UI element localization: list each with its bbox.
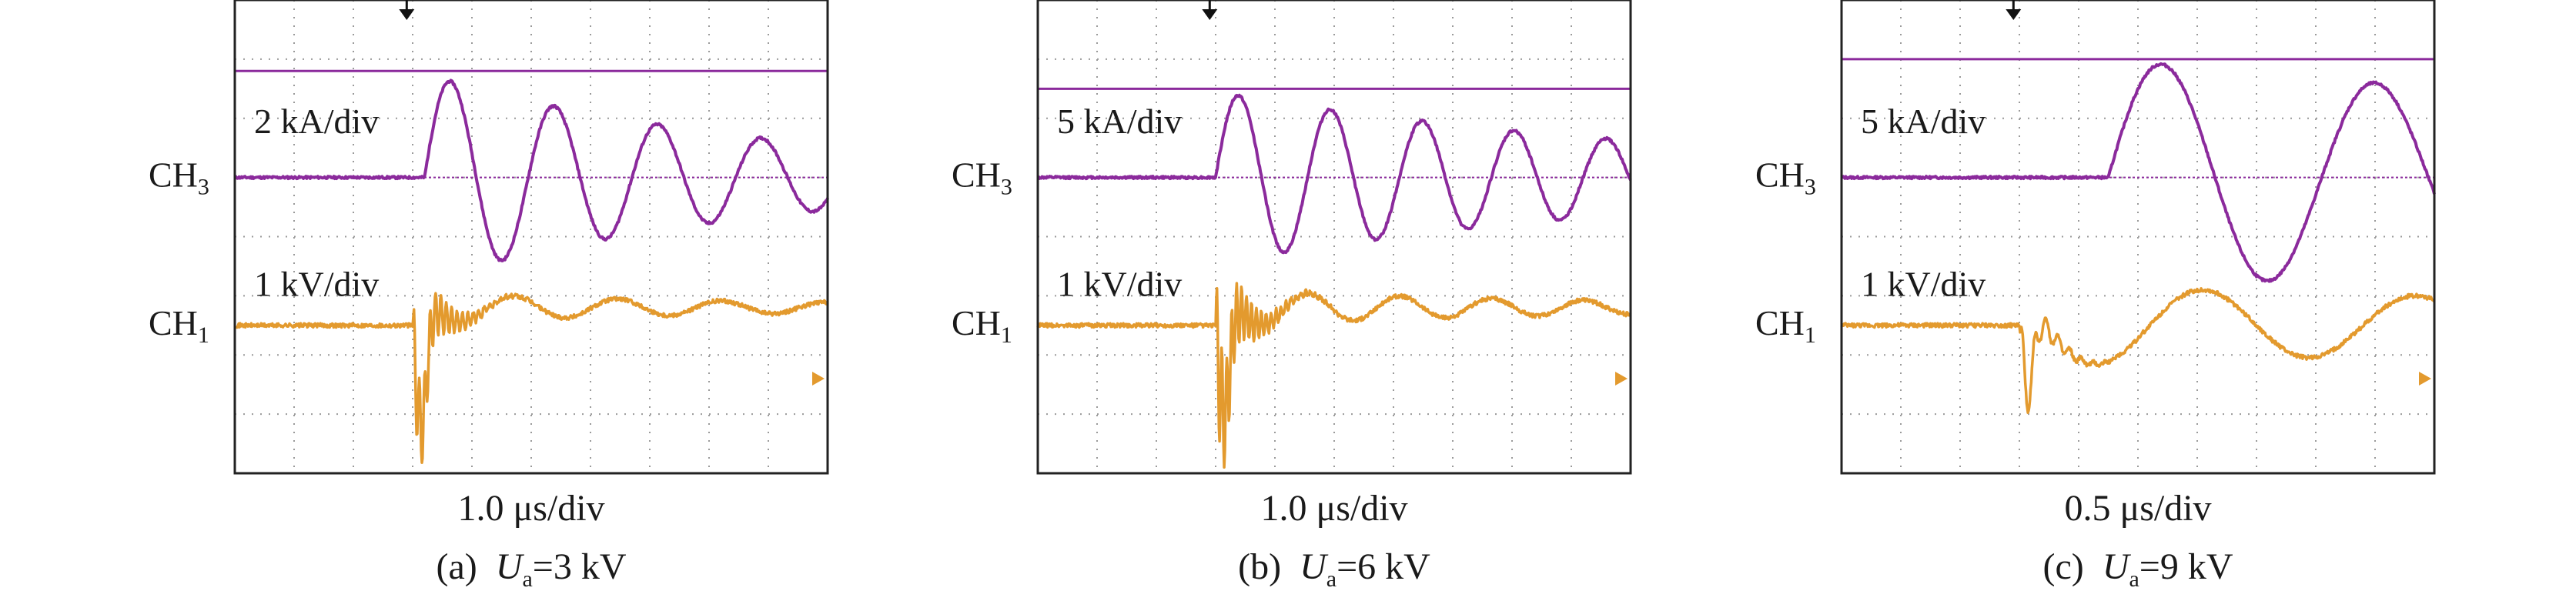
- ch1-channel-label: CH1: [149, 303, 209, 348]
- scope-frame: [233, 0, 829, 475]
- trigger-marker-icon: [1202, 9, 1218, 20]
- ch1-waveform: [1840, 287, 2436, 414]
- ch1-channel-label: CH1: [1755, 303, 1816, 348]
- ch1-channel-label: CH1: [952, 303, 1012, 348]
- ch3-waveform: [1841, 62, 2436, 283]
- ch3-channel-label: CH3: [1755, 155, 1816, 200]
- ch3-waveform: [1037, 93, 1632, 255]
- ch3-waveform: [233, 78, 829, 262]
- ch1-scale-label: 1 kV/div: [1057, 264, 1182, 303]
- ch1-ground-marker-icon: [812, 372, 825, 386]
- panel-caption: (a) Ua=3 kV: [436, 546, 626, 592]
- ch1-ground-marker-icon: [2419, 372, 2431, 386]
- trigger-marker-icon: [2006, 9, 2022, 20]
- panel-c: 5 kA/div 1 kV/div CH3 CH1 0.5 μs/div (c) Ua=9…: [1755, 0, 2436, 592]
- panel-b: 5 kA/div 1 kV/div CH3 CH1 1.0 μs/div (b) Ua=6…: [952, 0, 1632, 592]
- scope-frame: [1840, 0, 2436, 475]
- time-scale-label: 1.0 μs/div: [457, 488, 604, 529]
- time-scale-label: 1.0 μs/div: [1260, 488, 1407, 529]
- ch1-scale-label: 1 kV/div: [1861, 264, 1986, 303]
- panel-a: 2 kA/div 1 kV/div CH3 CH1 1.0 μs/div (a) Ua=3…: [149, 0, 829, 592]
- ch3-channel-label: CH3: [149, 155, 209, 200]
- ch1-scale-label: 1 kV/div: [254, 264, 379, 303]
- ch3-scale-label: 5 kA/div: [1861, 102, 1986, 141]
- panel-caption: (c) Ua=9 kV: [2042, 546, 2233, 592]
- ch1-waveform: [1036, 282, 1632, 469]
- panel-caption: (b) Ua=6 kV: [1238, 546, 1430, 592]
- trigger-marker-icon: [399, 9, 415, 20]
- scope-frame: [1036, 0, 1632, 475]
- ch3-scale-label: 2 kA/div: [254, 102, 379, 141]
- ch1-waveform: [234, 292, 829, 464]
- time-scale-label: 0.5 μs/div: [2064, 488, 2211, 529]
- ch3-channel-label: CH3: [952, 155, 1012, 200]
- ch1-ground-marker-icon: [1615, 372, 1628, 386]
- ch3-scale-label: 5 kA/div: [1057, 102, 1182, 141]
